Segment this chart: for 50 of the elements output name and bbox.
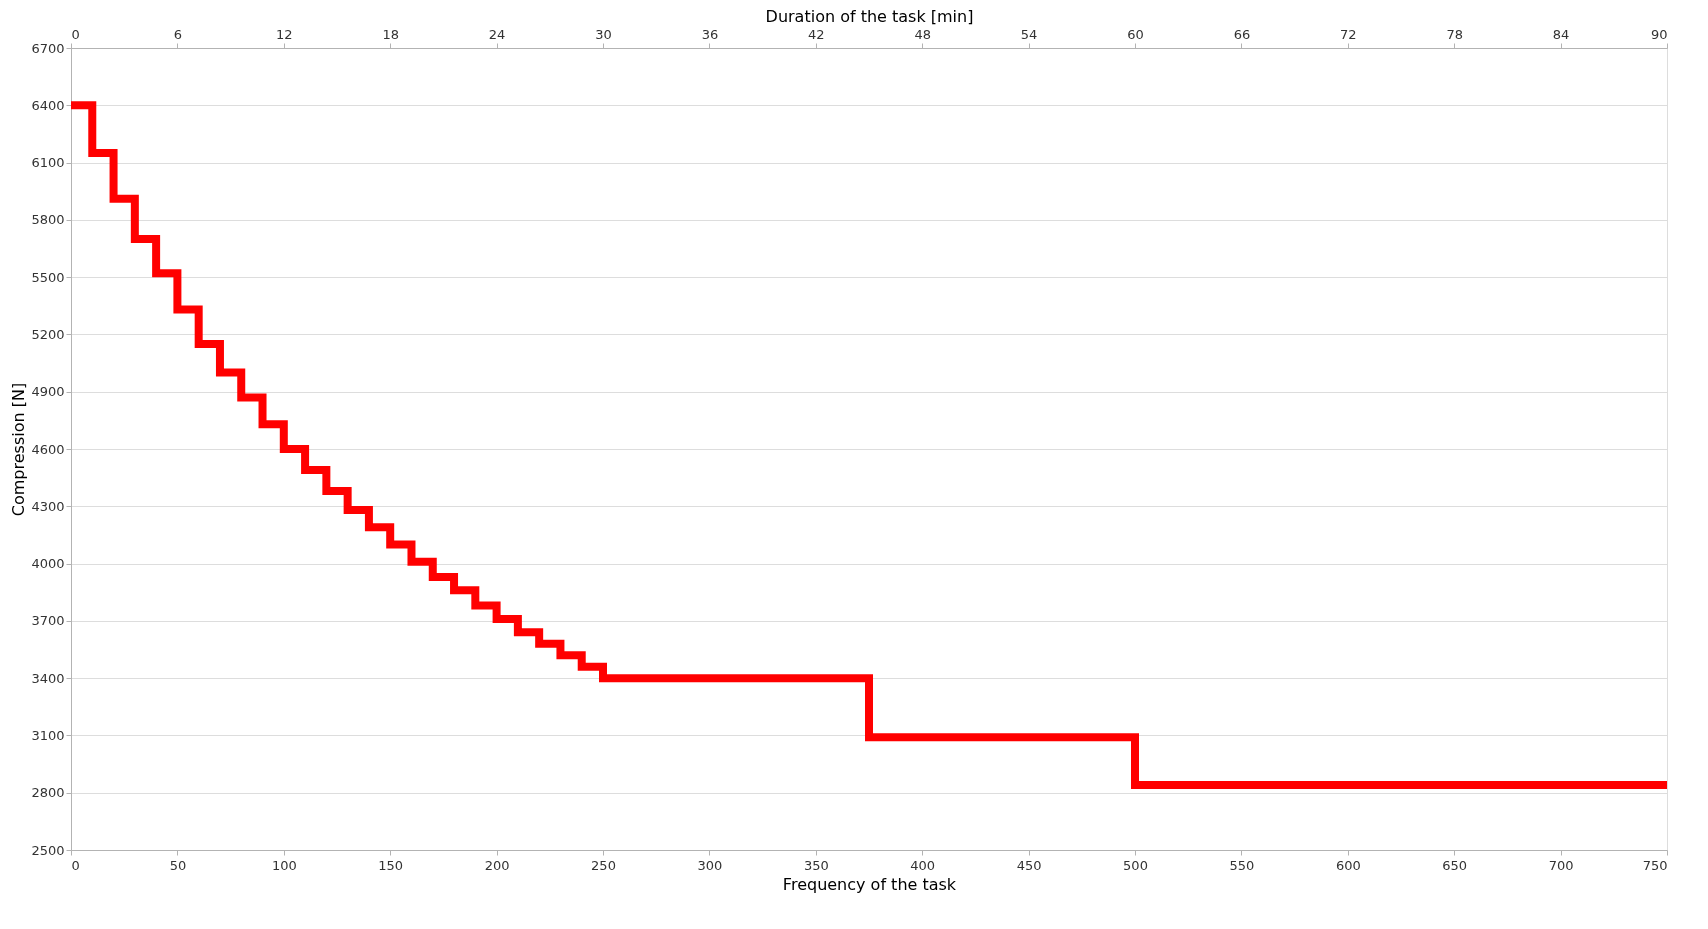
y-tick-label: 3400 — [31, 670, 65, 686]
x-tick-label: 200 — [484, 857, 510, 873]
x2-tick-label: 42 — [808, 26, 825, 42]
x2-tick-label: 72 — [1340, 26, 1357, 42]
x2-tick-label: 0 — [71, 26, 80, 42]
x2-tick-label: 24 — [488, 26, 506, 42]
y-tick-label: 6400 — [31, 97, 65, 113]
y-tick-label: 6700 — [31, 40, 65, 56]
x-tick-label: 400 — [910, 857, 936, 873]
y-tick-label: 4300 — [31, 498, 65, 514]
x-tick-label: 50 — [169, 857, 187, 873]
x-tick-label: 300 — [697, 857, 723, 873]
x-axis-title: Frequency of the task — [782, 874, 957, 894]
x-tick-label: 750 — [1642, 857, 1668, 873]
y-tick-label: 5800 — [31, 212, 65, 228]
x-tick-label: 500 — [1123, 857, 1148, 873]
x2-tick-label: 36 — [701, 26, 719, 42]
x-tick-label: 150 — [378, 857, 404, 873]
x2-tick-label: 30 — [595, 26, 612, 42]
x2-tick-label: 18 — [382, 26, 399, 42]
y-tick-label: 5200 — [31, 326, 65, 342]
x2-tick-label: 66 — [1233, 26, 1251, 42]
x2-tick-label: 48 — [914, 26, 931, 42]
x-tick-label: 100 — [271, 857, 297, 873]
x2-tick-label: 60 — [1127, 26, 1144, 42]
x2-tick-label: 84 — [1552, 26, 1570, 42]
y-tick-label: 5500 — [31, 269, 65, 285]
x-tick-label: 600 — [1335, 857, 1361, 873]
y-tick-label: 2500 — [31, 842, 65, 858]
x2-tick-label: 78 — [1446, 26, 1463, 42]
x-tick-label: 550 — [1229, 857, 1255, 873]
y-tick-label: 3100 — [31, 727, 65, 743]
x-tick-label: 0 — [71, 857, 80, 873]
y-axis-title: Compression [N] — [9, 382, 29, 517]
y-tick-label: 2800 — [31, 785, 65, 801]
y-tick-label: 4600 — [31, 441, 65, 457]
x2-tick-label: 6 — [173, 26, 183, 42]
x2-tick-label: 54 — [1020, 26, 1038, 42]
x-tick-label: 250 — [591, 857, 616, 873]
y-tick-label: 6100 — [31, 155, 65, 171]
x-tick-label: 450 — [1016, 857, 1042, 873]
x2-tick-label: 90 — [1650, 26, 1668, 42]
x2-tick-label: 12 — [276, 26, 293, 42]
y-tick-label: 3700 — [31, 613, 65, 629]
y-tick-label: 4900 — [31, 384, 65, 400]
x-tick-label: 650 — [1442, 857, 1468, 873]
x-tick-label: 700 — [1548, 857, 1574, 873]
x-tick-label: 350 — [803, 857, 829, 873]
y-tick-label: 4000 — [31, 556, 65, 572]
x2-axis-title: Duration of the task [min] — [765, 6, 974, 26]
